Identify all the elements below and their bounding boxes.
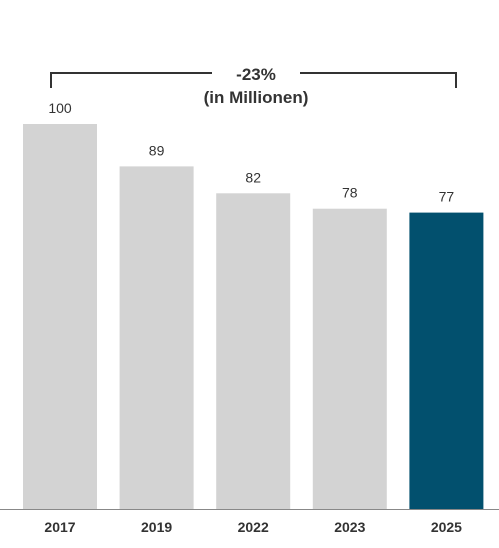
bars-group: 100 89 82 78 77	[23, 100, 484, 510]
x-tick-label-2023: 2023	[334, 519, 365, 535]
x-tick-label-2019: 2019	[141, 519, 172, 535]
data-label-2017: 100	[48, 100, 72, 116]
change-percent-label: -23%	[236, 65, 276, 84]
bar-2019	[119, 166, 194, 509]
data-label-2025: 77	[439, 189, 455, 205]
bar-2022	[216, 193, 291, 510]
unit-label: (in Millionen)	[204, 88, 309, 107]
data-label-2022: 82	[245, 169, 261, 185]
change-bracket: -23% (in Millionen)	[50, 65, 457, 107]
x-tick-label-2017: 2017	[44, 519, 75, 535]
x-axis-ticks: 2017 2019 2022 2023 2025	[44, 519, 462, 535]
x-tick-label-2022: 2022	[238, 519, 269, 535]
bar-2025	[409, 212, 484, 509]
bar-2017	[23, 124, 97, 509]
bar-2023	[312, 208, 387, 509]
x-tick-label-2025: 2025	[431, 519, 462, 535]
data-label-2023: 78	[342, 185, 358, 201]
data-label-2019: 89	[149, 142, 165, 158]
